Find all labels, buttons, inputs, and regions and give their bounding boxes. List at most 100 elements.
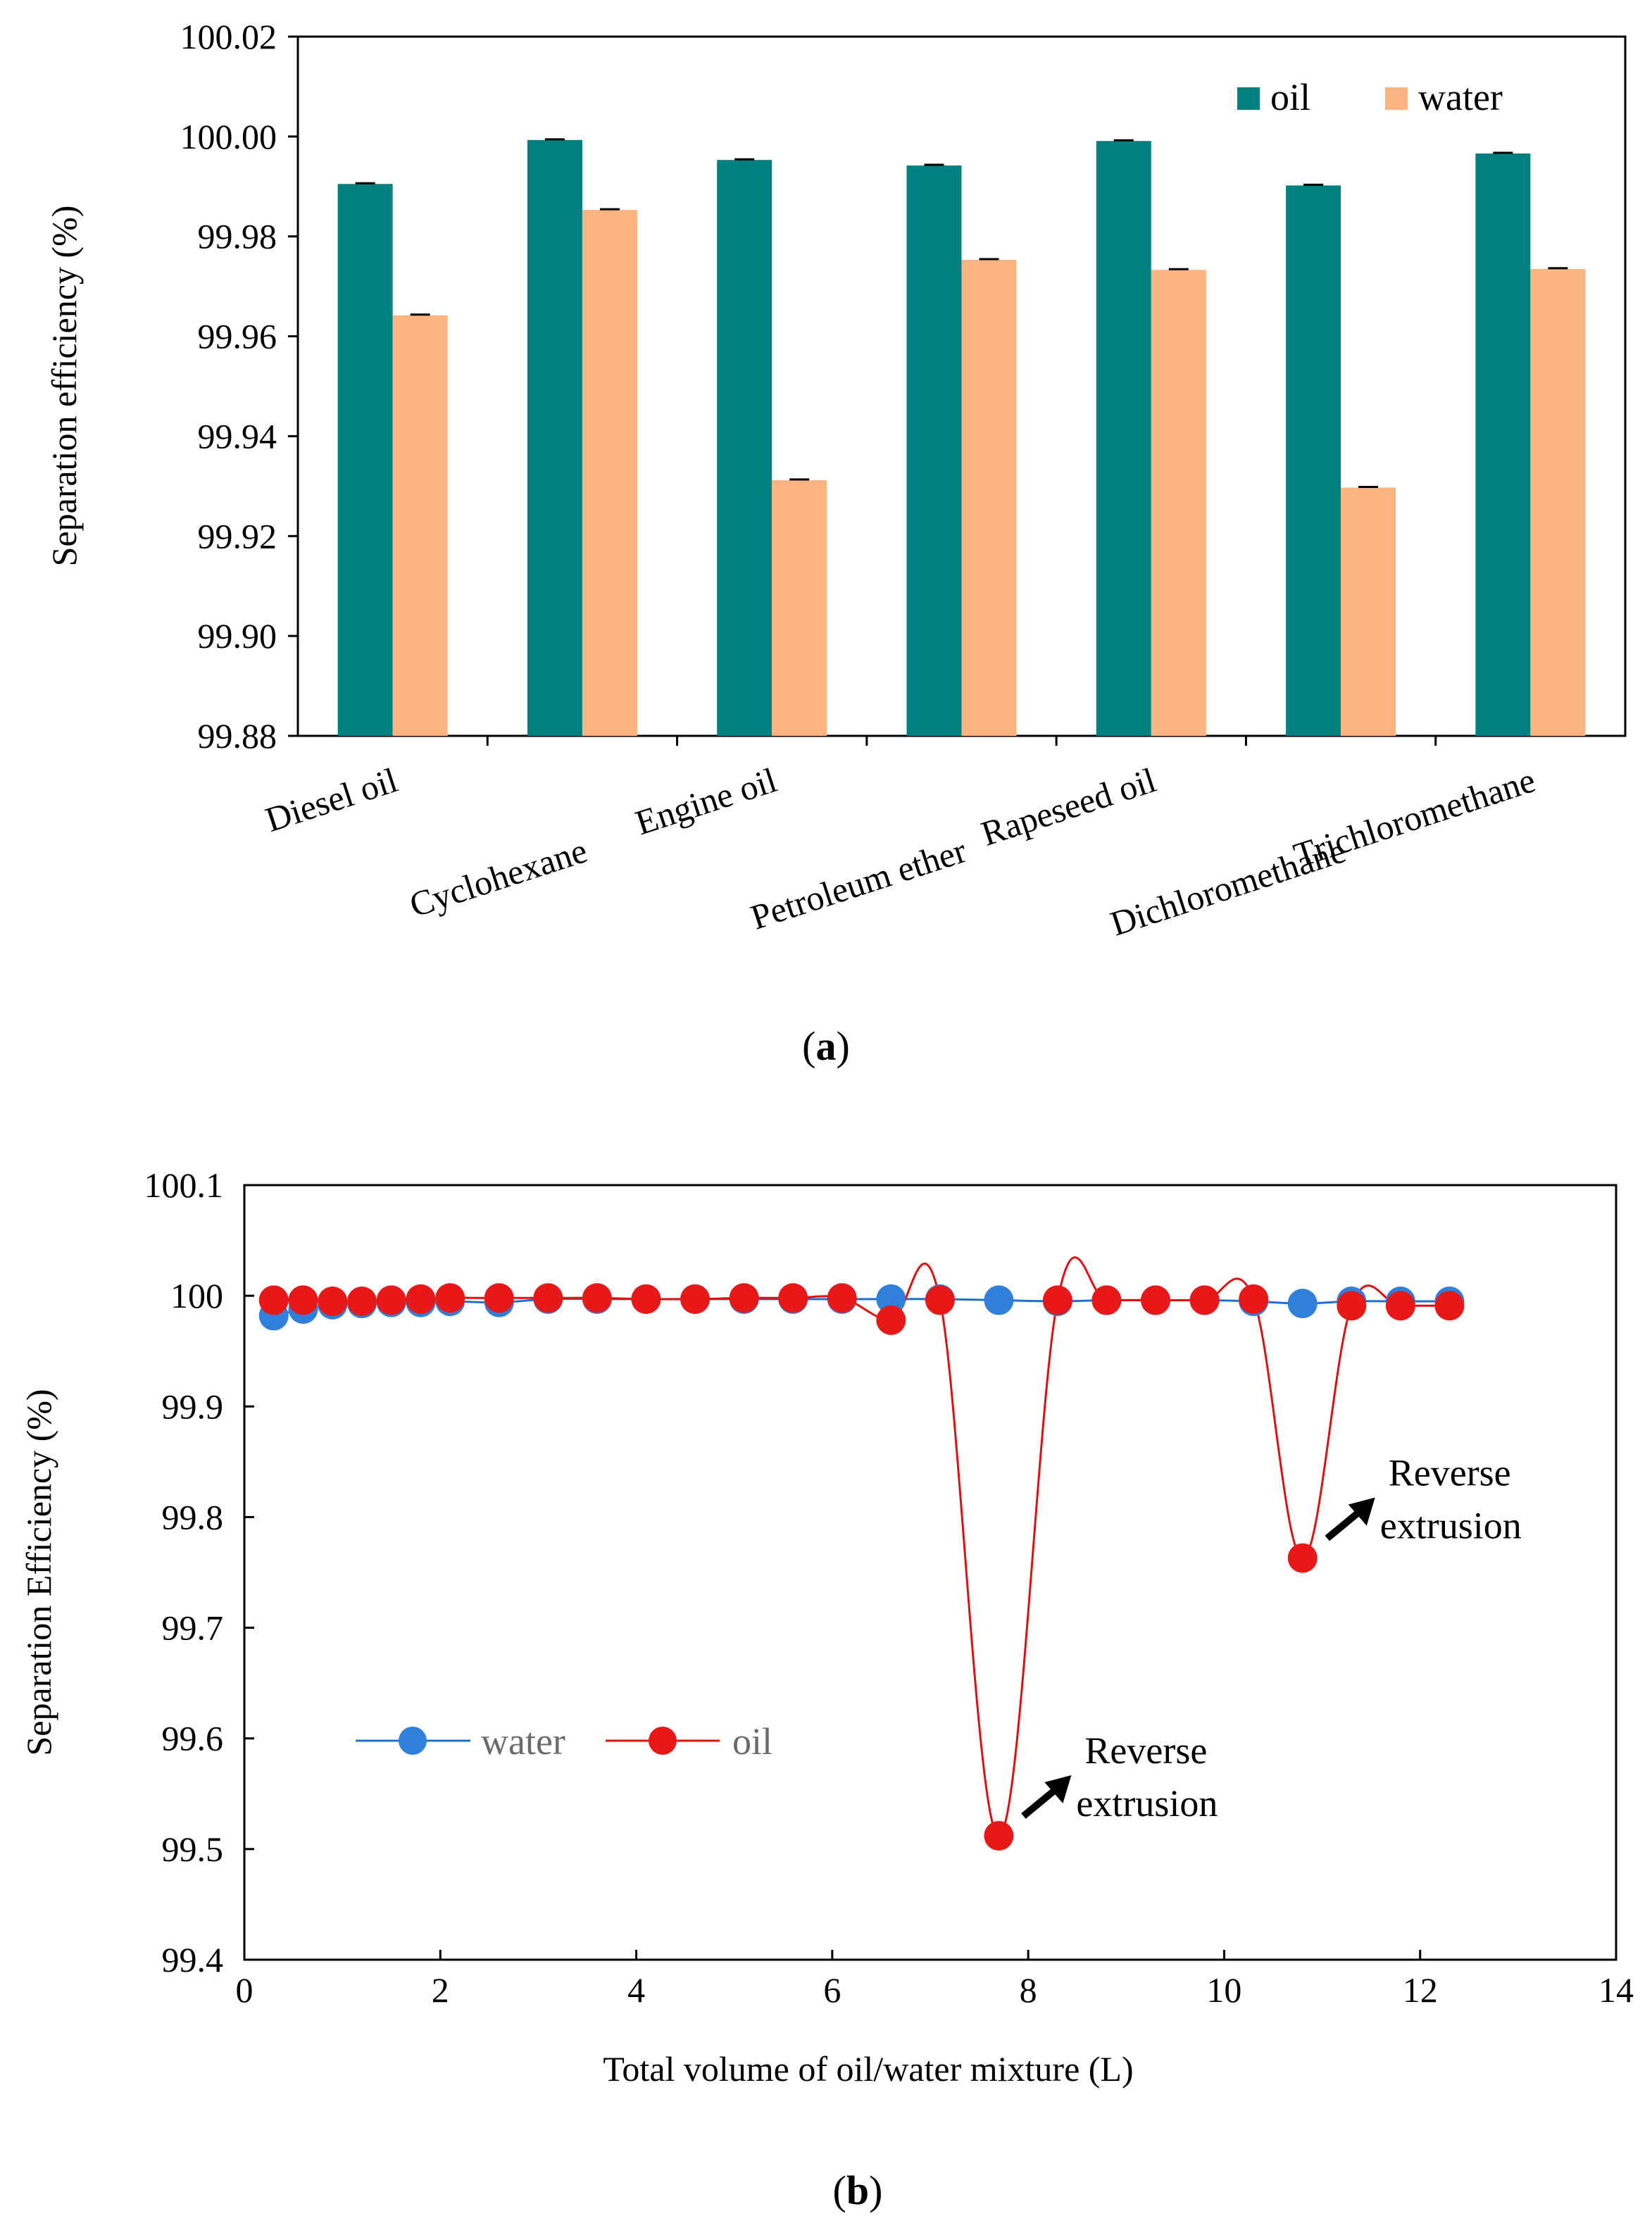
data-point-oil: [778, 1283, 808, 1313]
arrow-head: [1044, 1775, 1072, 1803]
y-axis-ticks: 99.88 99.90 99.92 99.94 99.96 99.98 100.00 100.…: [180, 17, 298, 756]
x-axis-title-b: Total volume of oil/water mixture (L): [603, 2049, 1133, 2089]
data-point-oil: [288, 1285, 318, 1315]
data-point-oil: [925, 1285, 955, 1315]
y-axis-title: Separation efficiency (%): [44, 206, 84, 567]
legend-marker-water: [399, 1727, 427, 1755]
bar-oil: [337, 184, 393, 737]
panel-label-b: (b): [833, 2167, 883, 2213]
panel-letter-a: a: [816, 1023, 837, 1069]
y-tick-label: 100.1: [144, 1165, 224, 1205]
y-tick-label: 100.02: [180, 17, 277, 56]
y-axis-ticks-b: 99.4 99.5 99.6 99.7 99.8 99.9 100 100.1: [144, 1165, 254, 1979]
legend-marker-oil: [649, 1727, 677, 1755]
data-point-oil: [729, 1283, 759, 1313]
data-point-water: [1287, 1289, 1318, 1319]
y-tick-label: 99.98: [198, 217, 277, 256]
data-point-oil: [1042, 1285, 1072, 1315]
bar-oil: [527, 139, 582, 736]
bar-water: [582, 210, 637, 736]
legend-swatch-oil: [1237, 87, 1260, 110]
x-tick-label: 4: [627, 1970, 645, 2010]
y-tick-label: 99.9: [162, 1387, 224, 1426]
line-chart-panel-b: 99.4 99.5 99.6 99.7 99.8 99.9 100 100.1 0 2 4 6 8 10…: [19, 1165, 1634, 2213]
data-point-oil: [376, 1285, 406, 1315]
data-point-oil: [582, 1283, 612, 1313]
bar-water: [961, 260, 1017, 736]
y-tick-label: 99.8: [162, 1497, 224, 1537]
bar-oil: [906, 165, 962, 736]
line-series: [258, 1256, 1465, 1851]
category-label: Diesel oil: [261, 760, 402, 839]
annotation-line1: Reverse: [1389, 1452, 1511, 1494]
annotation-line2: extrusion: [1076, 1782, 1218, 1825]
data-point-oil: [827, 1283, 857, 1313]
data-point-water: [984, 1285, 1014, 1315]
data-point-oil: [1385, 1291, 1415, 1321]
series-line-oil: [273, 1256, 1450, 1837]
category-label: Petroleum ether: [746, 830, 971, 937]
legend-label-oil-b: oil: [732, 1720, 772, 1763]
data-point-oil: [1141, 1285, 1171, 1315]
panel-letter-b: b: [846, 2167, 869, 2213]
x-tick-label: 8: [1020, 1970, 1037, 2010]
panel-label-a: (a): [802, 1023, 850, 1069]
bar-water: [772, 480, 827, 736]
y-tick-label: 99.6: [162, 1719, 224, 1758]
legend-b: water oil: [356, 1720, 772, 1763]
legend-label-water-b: water: [481, 1720, 565, 1763]
legend-label-oil: oil: [1270, 76, 1310, 118]
data-point-oil: [484, 1283, 514, 1313]
data-point-oil: [1091, 1285, 1122, 1315]
bar-chart-panel-a: 99.88 99.90 99.92 99.94 99.96 99.98 100.00 100.…: [44, 17, 1627, 1069]
category-label: Trichloromethane: [1289, 760, 1539, 875]
bar-oil: [1096, 141, 1151, 736]
y-tick-label: 99.5: [162, 1829, 224, 1869]
bar-oil: [1286, 185, 1341, 736]
data-point-oil: [984, 1821, 1014, 1851]
bar-oil: [1475, 153, 1531, 737]
y-tick-label: 100: [170, 1276, 223, 1315]
arrow-shaft: [1021, 1786, 1058, 1819]
arrow-head: [1348, 1497, 1375, 1526]
category-label: Engine oil: [631, 760, 782, 842]
x-tick-label: 2: [432, 1970, 449, 2010]
x-axis-ticks-b: 0 2 4 6 8 10 12 14: [236, 1950, 1634, 2010]
data-point-oil: [318, 1287, 348, 1316]
data-point-oil: [406, 1284, 436, 1314]
category-label: Rapeseed oil: [977, 760, 1161, 853]
data-point-water: [876, 1284, 906, 1314]
data-point-oil: [1434, 1291, 1465, 1321]
bar-water: [1530, 268, 1586, 736]
annotation-line2: extrusion: [1380, 1505, 1522, 1547]
x-tick-label: 6: [823, 1970, 841, 2010]
y-tick-label: 99.90: [198, 616, 277, 656]
data-point-oil: [1189, 1285, 1220, 1315]
legend-swatch-water: [1385, 87, 1408, 110]
plot-area-frame-b: [243, 1184, 1617, 1961]
data-point-oil: [1337, 1291, 1367, 1321]
data-point-oil: [1287, 1543, 1318, 1573]
annotations: Reverse extrusion Reverse extrusion: [1021, 1452, 1522, 1825]
data-point-oil: [680, 1284, 711, 1314]
y-axis-title-b: Separation Efficiency (%): [19, 1389, 58, 1756]
bar-water: [1341, 487, 1396, 736]
x-tick-label: 14: [1598, 1970, 1634, 2010]
data-point-oil: [876, 1305, 906, 1335]
bar-series: [337, 138, 1586, 737]
annotation-line1: Reverse: [1084, 1729, 1207, 1772]
data-point-oil: [533, 1283, 563, 1313]
y-tick-label: 99.94: [198, 416, 277, 456]
legend: oil water: [1237, 76, 1503, 118]
data-point-oil: [435, 1283, 465, 1313]
x-tick-label: 10: [1206, 1970, 1241, 2010]
arrow-shaft: [1325, 1508, 1362, 1541]
y-tick-label: 99.96: [198, 317, 277, 356]
x-tick-label: 12: [1403, 1970, 1438, 2010]
data-point-oil: [631, 1284, 661, 1314]
bar-water: [392, 315, 448, 736]
data-point-oil: [346, 1287, 377, 1316]
category-label: Cyclohexane: [405, 830, 592, 925]
